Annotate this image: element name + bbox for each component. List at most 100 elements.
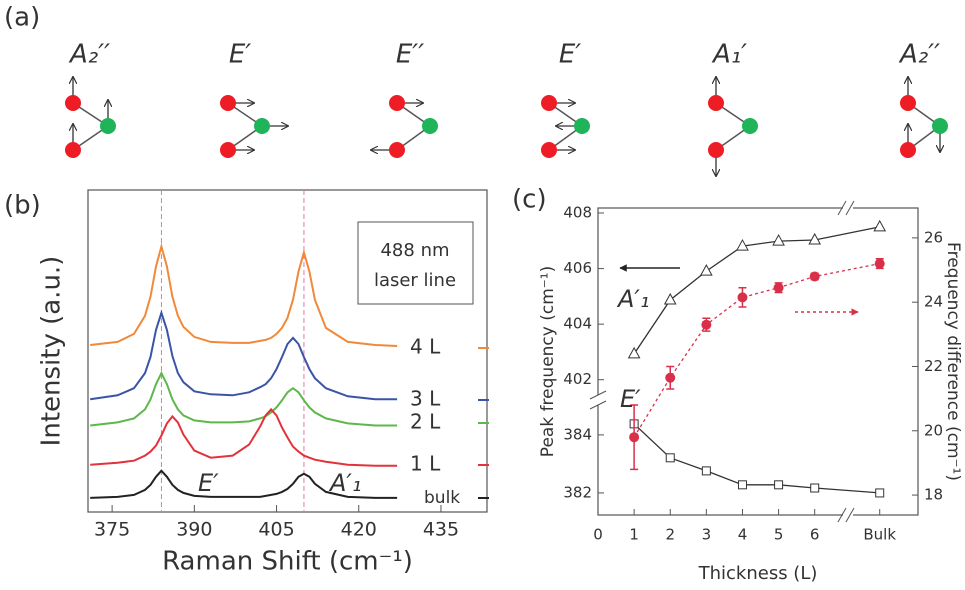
y2-tick-label: 26 xyxy=(924,228,943,246)
legend-label: 2 L xyxy=(410,410,441,434)
marker xyxy=(737,292,748,303)
legend-label: 3 L xyxy=(410,387,441,411)
marker xyxy=(772,234,785,246)
marker xyxy=(665,453,675,463)
x-tick-label: Bulk xyxy=(863,526,896,544)
panel-label: (b) xyxy=(4,191,41,221)
spectrum-line xyxy=(90,407,398,467)
marker xyxy=(629,432,640,443)
mode-label: E′′ xyxy=(396,40,424,70)
series-label: A′₁ xyxy=(616,285,650,313)
plot-frame xyxy=(87,189,488,513)
x-tick-label: 6 xyxy=(810,526,820,544)
y-tick-label: 402 xyxy=(563,370,592,388)
legend-label: 4 L xyxy=(410,335,441,359)
x-tick-label: 405 xyxy=(258,519,294,541)
x-axis-label: Raman Shift (cm⁻¹) xyxy=(162,547,413,577)
y2-tick-label: 18 xyxy=(924,486,943,504)
x-tick-label: 435 xyxy=(423,519,459,541)
inset-box xyxy=(357,221,474,305)
chalcogen-atom xyxy=(742,118,758,134)
mode-label: A₁′ xyxy=(711,40,747,70)
marker xyxy=(810,483,820,493)
marker xyxy=(773,282,784,293)
chalcogen-atom xyxy=(574,118,590,134)
chalcogen-atom xyxy=(422,118,438,134)
y2-axis-label: Frequency difference (cm⁻¹) xyxy=(943,242,963,481)
metal-atom xyxy=(900,95,916,111)
y-tick-label: 406 xyxy=(563,259,592,277)
marker xyxy=(737,480,747,490)
legend-label: bulk xyxy=(424,488,460,508)
spectrum-line xyxy=(90,242,398,347)
inset-text: 488 nm xyxy=(380,240,449,261)
x-tick-label: 375 xyxy=(94,519,130,541)
x-tick-label: 420 xyxy=(341,519,377,541)
axis-break xyxy=(843,205,853,211)
marker xyxy=(701,466,711,476)
legend-label: 1 L xyxy=(410,452,441,476)
metal-atom xyxy=(389,95,405,111)
series-line xyxy=(633,262,880,438)
y2-tick-label: 24 xyxy=(924,293,943,311)
x-tick-label: 390 xyxy=(176,519,212,541)
chalcogen-atom xyxy=(100,118,116,134)
y-axis-label: Peak frequency (cm⁻¹) xyxy=(538,266,558,457)
mode-label: E′ xyxy=(229,40,251,70)
x-tick-label: 2 xyxy=(665,526,675,544)
marker xyxy=(700,264,713,276)
peak-label: A′₁ xyxy=(328,469,362,497)
marker xyxy=(874,258,885,269)
spectrum-line xyxy=(90,309,398,401)
metal-atom xyxy=(220,95,236,111)
marker xyxy=(663,292,677,305)
metal-atom xyxy=(65,95,81,111)
axis-break-mark xyxy=(589,390,607,410)
series-label: E′ xyxy=(620,385,641,413)
axis-break-mark xyxy=(837,200,855,216)
marker xyxy=(808,232,822,245)
metal-atom xyxy=(900,142,916,158)
y2-tick-label: 20 xyxy=(924,421,943,439)
marker xyxy=(736,239,749,251)
plot-frame xyxy=(597,207,919,516)
axis-break xyxy=(595,395,601,405)
chalcogen-atom xyxy=(254,118,270,134)
spectrum-line xyxy=(90,370,398,427)
marker xyxy=(627,346,641,359)
y2-tick-label: 22 xyxy=(924,357,943,375)
y-axis-label: Intensity (a.u.) xyxy=(37,256,67,447)
marker xyxy=(809,271,820,282)
chalcogen-atom xyxy=(932,118,948,134)
panel-label: (c) xyxy=(512,185,547,215)
mode-label: E′ xyxy=(559,40,581,70)
mode-label: A₂′′ xyxy=(898,40,940,70)
peak-label: E′ xyxy=(198,469,219,497)
y-tick-label: 382 xyxy=(563,483,592,501)
y-tick-label: 408 xyxy=(563,204,592,222)
x-tick-label: 3 xyxy=(702,526,712,544)
metal-atom xyxy=(708,142,724,158)
metal-atom xyxy=(541,95,557,111)
x-tick-label: 5 xyxy=(774,526,784,544)
marker xyxy=(774,480,784,490)
marker xyxy=(875,488,885,498)
panel-label: (a) xyxy=(4,3,40,33)
marker xyxy=(665,372,676,383)
metal-atom xyxy=(708,95,724,111)
spectrum-line xyxy=(90,469,398,499)
axis-break-mark xyxy=(837,507,855,523)
x-tick-label: 4 xyxy=(738,526,748,544)
axis-break xyxy=(843,512,853,518)
marker xyxy=(873,219,887,232)
y-tick-label: 404 xyxy=(563,315,592,333)
metal-atom xyxy=(541,142,557,158)
x-tick-label: 1 xyxy=(629,526,639,544)
mode-label: A₂′′ xyxy=(68,40,110,70)
metal-atom xyxy=(220,142,236,158)
inset-text: laser line xyxy=(374,270,456,291)
metal-atom xyxy=(389,142,405,158)
x-axis-label: Thickness (L) xyxy=(698,563,818,584)
series-line xyxy=(633,226,880,355)
